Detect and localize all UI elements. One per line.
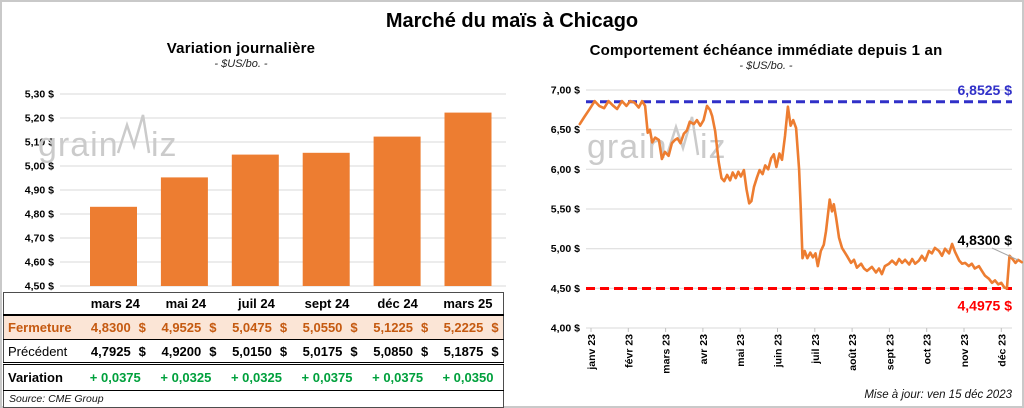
column-header: sept 24 bbox=[291, 292, 363, 316]
y-axis-tick-label: 5,00 $ bbox=[25, 161, 54, 173]
table-cell: 5,0150 $ bbox=[221, 339, 292, 365]
table-cell: 5,1875 $ bbox=[432, 339, 504, 365]
table-cell: 5,0475 $ bbox=[221, 315, 292, 340]
table-cell: 5,0175 $ bbox=[291, 339, 363, 365]
y-axis-tick-label: 6,50 $ bbox=[551, 124, 580, 136]
grainwiz-watermark-text: iz bbox=[151, 126, 178, 164]
x-axis-tick-label: juin 23 bbox=[773, 334, 785, 368]
table-cell: + 0,0325 bbox=[221, 363, 292, 391]
x-axis-tick-label: août 23 bbox=[847, 334, 859, 371]
table-cell: 4,9525 $ bbox=[150, 315, 222, 340]
table-cell: + 0,0375 bbox=[291, 363, 363, 391]
y-axis-tick-label: 4,70 $ bbox=[25, 233, 54, 245]
column-header: juil 24 bbox=[221, 292, 292, 316]
x-axis-tick-label: sept 23 bbox=[884, 334, 896, 370]
grainwiz-watermark-text: grain bbox=[38, 126, 119, 164]
table-cell: 4,7925 $ bbox=[80, 339, 151, 365]
price-line-series bbox=[578, 99, 1024, 290]
y-axis-tick-label: 5,10 $ bbox=[25, 137, 54, 149]
bar-chart-subtitle: - $US/bo. - bbox=[214, 58, 268, 70]
x-axis-tick-label: janv 23 bbox=[586, 334, 598, 371]
table-cell: + 0,0375 bbox=[80, 363, 151, 391]
row-label: Fermeture bbox=[3, 315, 80, 340]
y-axis-tick-label: 4,50 $ bbox=[25, 281, 54, 293]
y-axis-tick-label: 4,50 $ bbox=[551, 283, 580, 295]
x-axis-tick-label: févr 23 bbox=[623, 334, 635, 368]
grainwiz-watermark-zigzag-icon bbox=[116, 114, 151, 154]
table-corner-cell bbox=[3, 292, 80, 316]
y-axis-tick-label: 5,50 $ bbox=[551, 204, 580, 216]
table-cell: 4,9200 $ bbox=[150, 339, 222, 365]
bar-juil-24 bbox=[231, 154, 279, 286]
x-axis-tick-label: avr 23 bbox=[698, 334, 710, 365]
table-row-variation: Variation + 0,0375 + 0,0325 + 0,0325 + 0,037… bbox=[3, 363, 504, 391]
y-axis-tick-label: 5,30 $ bbox=[25, 89, 54, 101]
bar-sept-24 bbox=[302, 152, 350, 286]
x-axis-tick-label: mars 23 bbox=[661, 334, 673, 374]
grainwiz-watermark-text: iz bbox=[700, 128, 727, 166]
y-axis-tick-label: 4,80 $ bbox=[25, 209, 54, 221]
table-cell: + 0,0350 bbox=[432, 363, 504, 391]
futures-table-body: Fermeture 4,8300 $4,9525 $5,0475 $5,0550 $5,1… bbox=[3, 315, 504, 391]
futures-table-footer: Source: CME Group bbox=[4, 391, 504, 408]
column-header: mars 25 bbox=[432, 292, 504, 316]
line-chart-header: Comportement échéance immédiate depuis 1… bbox=[516, 42, 1016, 72]
row-label: Précédent bbox=[3, 339, 80, 365]
daily-variation-bar-chart: 5,30 $ 5,20 $ 5,10 $ 5,00 $ 4,90 $ 4,80 $ 4,70… bbox=[25, 89, 506, 293]
column-header: mars 24 bbox=[80, 292, 151, 316]
y-axis-tick-label: 4,00 $ bbox=[551, 323, 580, 335]
bar-déc-24 bbox=[373, 136, 421, 286]
reference-line-label: 6,8525 $ bbox=[958, 82, 1013, 98]
futures-table: mars 24 mai 24 juil 24 sept 24 déc 24 mars 25… bbox=[3, 292, 504, 408]
y-axis-tick-label: 4,60 $ bbox=[25, 257, 54, 269]
bar-mars-25 bbox=[444, 112, 492, 286]
one-year-line-chart: 7,00 $ 6,50 $ 6,00 $ 5,50 $ 5,00 $ 4,50 $ 4,00… bbox=[551, 82, 1024, 374]
column-header: déc 24 bbox=[362, 292, 433, 316]
table-cell: + 0,0375 bbox=[362, 363, 433, 391]
y-axis-tick-label: 4,90 $ bbox=[25, 185, 54, 197]
reference-line-label: 4,4975 $ bbox=[958, 298, 1013, 314]
x-axis-tick-label: juil 23 bbox=[810, 334, 822, 365]
x-axis-tick-label: mai 23 bbox=[735, 334, 747, 367]
futures-table-header: mars 24 mai 24 juil 24 sept 24 déc 24 mars 25 bbox=[3, 292, 504, 316]
line-chart-title: Comportement échéance immédiate depuis 1… bbox=[589, 42, 943, 59]
line-chart-subtitle: - $US/bo. - bbox=[739, 60, 793, 72]
bar-chart-header: Variation journalière - $US/bo. - bbox=[2, 40, 480, 70]
row-label: Variation bbox=[3, 363, 80, 391]
x-axis-tick-label: déc 23 bbox=[996, 334, 1008, 367]
label-leader-line bbox=[991, 247, 1019, 261]
table-cell: 4,8300 $ bbox=[80, 315, 151, 340]
bar-mai-24 bbox=[160, 177, 208, 286]
table-cell: 5,0850 $ bbox=[362, 339, 433, 365]
page-title: Marché du maïs à Chicago bbox=[385, 10, 639, 32]
table-cell: 5,1225 $ bbox=[362, 315, 433, 340]
column-header: mai 24 bbox=[150, 292, 222, 316]
source-note: Source: CME Group bbox=[9, 393, 104, 405]
last-price-label: 4,8300 $ bbox=[958, 232, 1013, 248]
grainwiz-watermark-zigzag-icon bbox=[665, 116, 700, 156]
table-row-fermeture: Fermeture 4,8300 $4,9525 $5,0475 $5,0550 $5,1… bbox=[3, 315, 504, 340]
y-axis-tick-label: 7,00 $ bbox=[551, 85, 580, 97]
update-note: Mise à jour: ven 15 déc 2023 bbox=[864, 389, 1012, 401]
bar-mars-24 bbox=[90, 206, 137, 286]
x-axis-tick-label: nov 23 bbox=[959, 334, 971, 367]
y-axis-tick-label: 5,00 $ bbox=[551, 243, 580, 255]
bar-chart-title: Variation journalière bbox=[166, 40, 316, 57]
y-axis-tick-label: 5,20 $ bbox=[25, 113, 54, 125]
table-row-precedent: Précédent 4,7925 $4,9200 $5,0150 $5,0175 $5,0… bbox=[3, 339, 504, 365]
table-cell: 5,0550 $ bbox=[291, 315, 363, 340]
table-cell: 5,2225 $ bbox=[432, 315, 504, 340]
table-cell: + 0,0325 bbox=[150, 363, 222, 391]
y-axis-tick-label: 6,00 $ bbox=[551, 164, 580, 176]
x-axis-tick-label: oct 23 bbox=[922, 334, 934, 365]
grainwiz-watermark-text: grain bbox=[587, 128, 668, 166]
